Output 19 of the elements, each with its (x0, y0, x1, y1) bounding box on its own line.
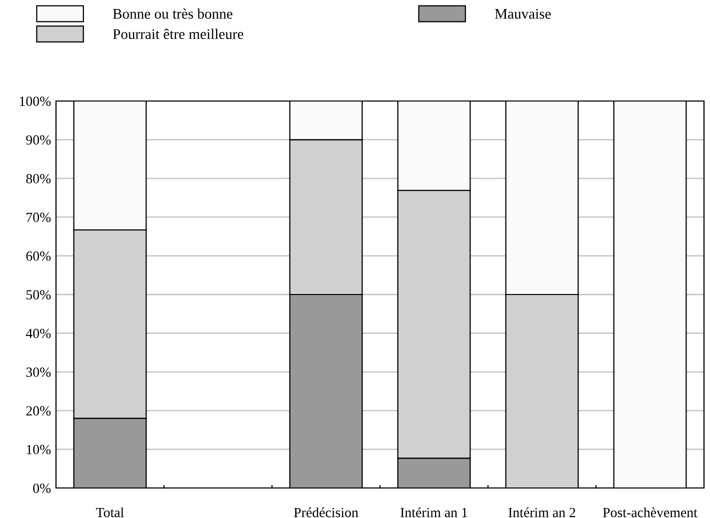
y-tick-label: 40% (26, 328, 51, 338)
x-tick-label: Total (96, 507, 124, 518)
x-tick-label: Post-achèvement (602, 507, 698, 518)
legend-label: Mauvaise (495, 8, 551, 19)
y-tick-label: 60% (26, 251, 51, 261)
x-tick-label: Intérim an 1 (400, 507, 468, 518)
y-tick-label: 0% (33, 484, 51, 493)
y-tick-label: 80% (26, 174, 51, 184)
x-tick-label: Intérim an 2 (508, 507, 576, 518)
y-tick-label: 10% (26, 444, 51, 454)
y-tick-label: 70% (26, 212, 51, 222)
y-tick-label: 50% (26, 290, 51, 300)
y-tick-label: 20% (26, 406, 51, 416)
legend-label: Pourrait être meilleure (112, 28, 244, 40)
legend-label: Bonne ou très bonne (112, 8, 232, 19)
y-tick-label: 90% (26, 135, 51, 145)
y-tick-label: 100% (20, 96, 51, 106)
x-tick-label: Prédécision (294, 507, 358, 518)
y-tick-label: 30% (26, 367, 51, 377)
